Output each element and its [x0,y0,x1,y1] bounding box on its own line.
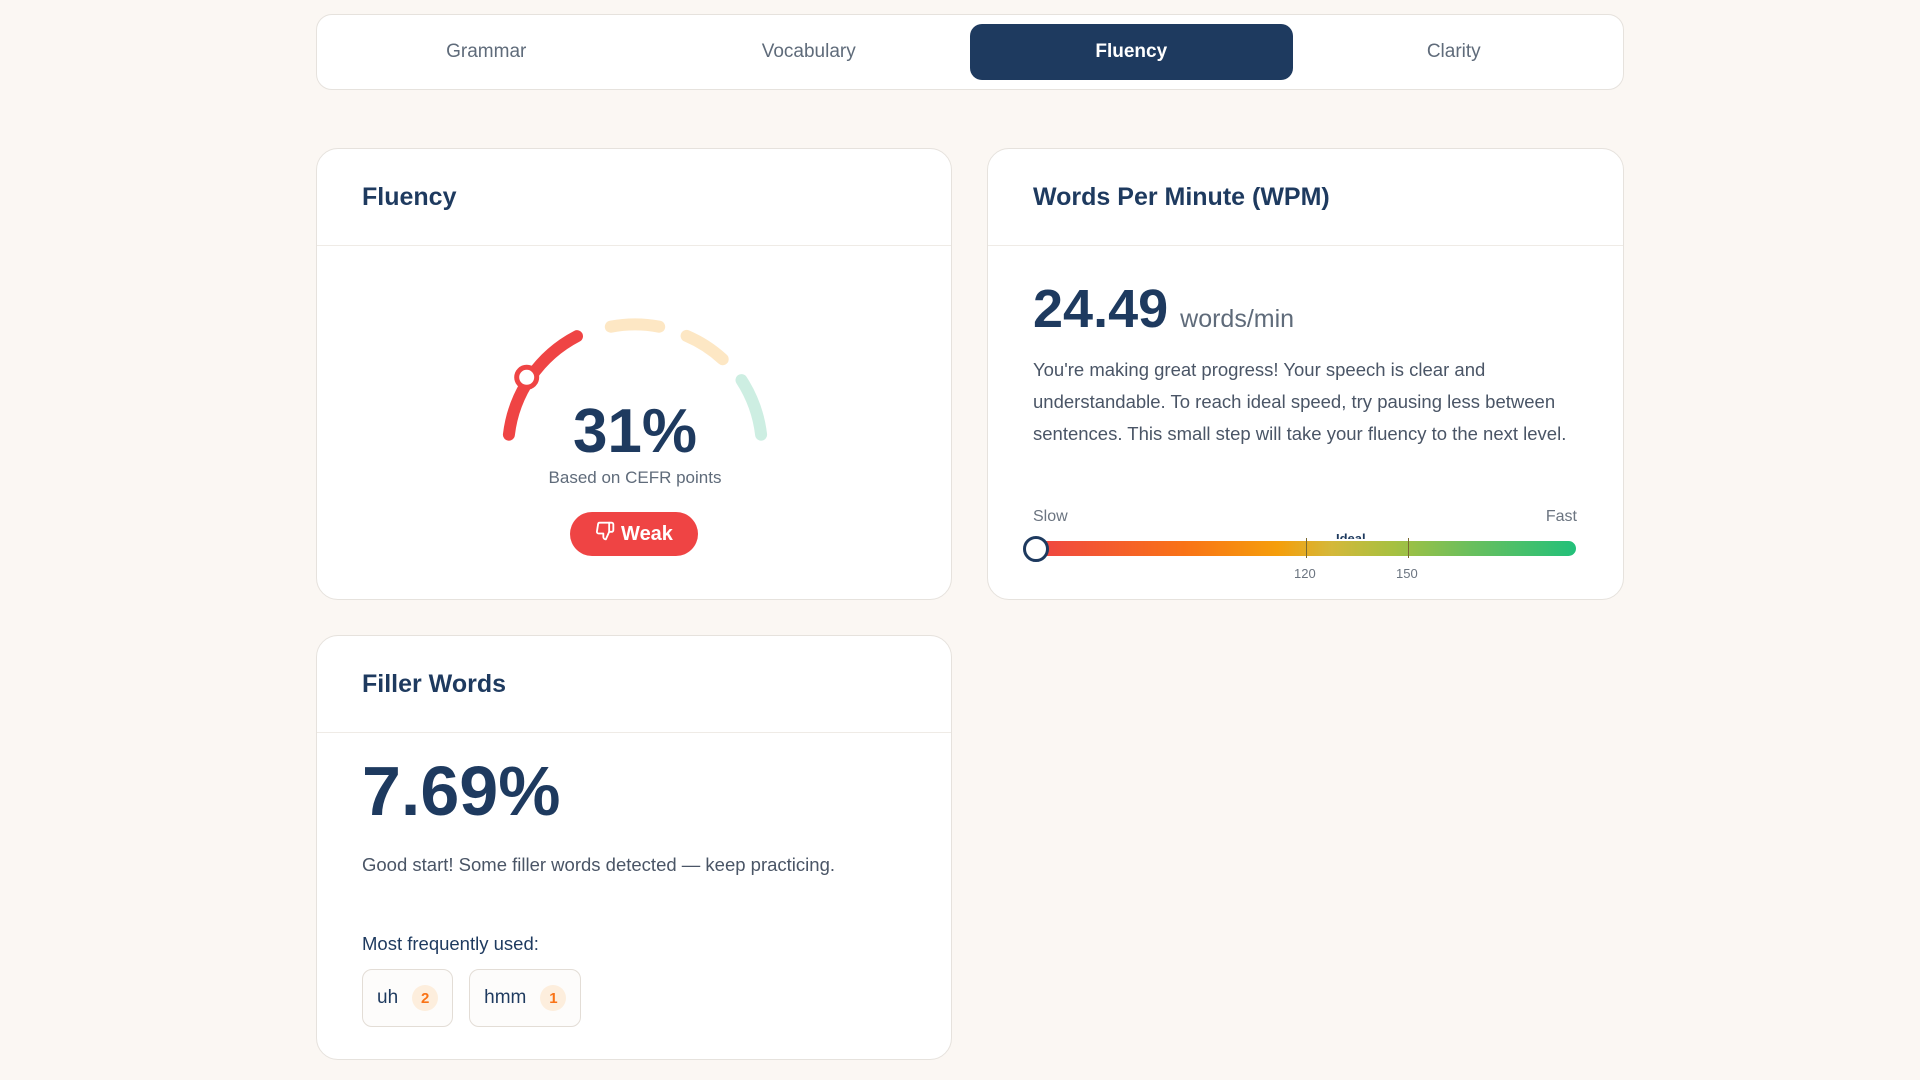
weak-badge: Weak [570,512,698,556]
gauge-segment-3 [680,329,729,366]
filler-word-chip: uh 2 [362,969,454,1027]
filler-word-list: uh 2 hmm 1 [362,969,582,1027]
tab-grammar[interactable]: Grammar [446,41,527,62]
tab-vocabulary[interactable]: Vocabulary [761,41,856,62]
scale-fast-label: Fast [1545,508,1577,525]
scale-num-150: 150 [1396,566,1418,581]
gauge-segment-4 [735,374,768,441]
tab-clarity[interactable]: Clarity [1426,41,1481,62]
scale-tick-150 [1408,538,1409,558]
filler-card: Filler Words 7.69% Good start! Some fill… [316,635,952,1060]
most-used-label: Most frequently used: [362,933,539,954]
fluency-card: Fluency 31% Based on CEFR points Weak [316,148,952,600]
weak-badge-label: Weak [621,522,673,545]
wpm-readout: 24.49 words/min [1033,278,1294,340]
tab-bar: Grammar Vocabulary Fluency Clarity [316,14,1624,90]
fluency-card-title: Fluency [317,149,951,246]
wpm-scale-marker [1023,536,1049,562]
filler-word-chip: hmm 1 [469,969,582,1027]
filler-percentage: 7.69% [362,752,561,830]
fluency-gauge: 31% Based on CEFR points Weak [317,246,951,599]
filler-word: hmm [484,987,527,1008]
filler-word-count: 1 [540,985,567,1011]
wpm-unit: words/min [1180,305,1295,333]
scale-tick-120 [1306,538,1307,558]
gauge-arc [502,318,768,441]
filler-word: uh [377,987,399,1008]
filler-description: Good start! Some filler words detected —… [362,854,835,875]
fluency-percentage: 31% [572,397,698,466]
scale-num-120: 120 [1294,566,1316,581]
gauge-pointer [514,364,540,390]
wpm-card-title: Words Per Minute (WPM) [988,149,1623,246]
wpm-card: Words Per Minute (WPM) 24.49 words/min Y… [987,148,1624,600]
filler-card-title: Filler Words [317,636,951,733]
tab-fluency[interactable]: Fluency [970,24,1293,80]
wpm-scale-bar [1033,541,1576,556]
scale-ideal-label: Ideal [1336,531,1366,539]
wpm-value: 24.49 [1033,279,1169,339]
fluency-subtitle: Based on CEFR points [548,468,722,487]
wpm-description: You're making great progress! Your speec… [1033,359,1567,444]
gauge-segment-2 [604,318,666,333]
filler-word-count: 2 [412,985,439,1011]
thumbs-down-icon [595,521,615,547]
scale-slow-label: Slow [1033,508,1068,525]
